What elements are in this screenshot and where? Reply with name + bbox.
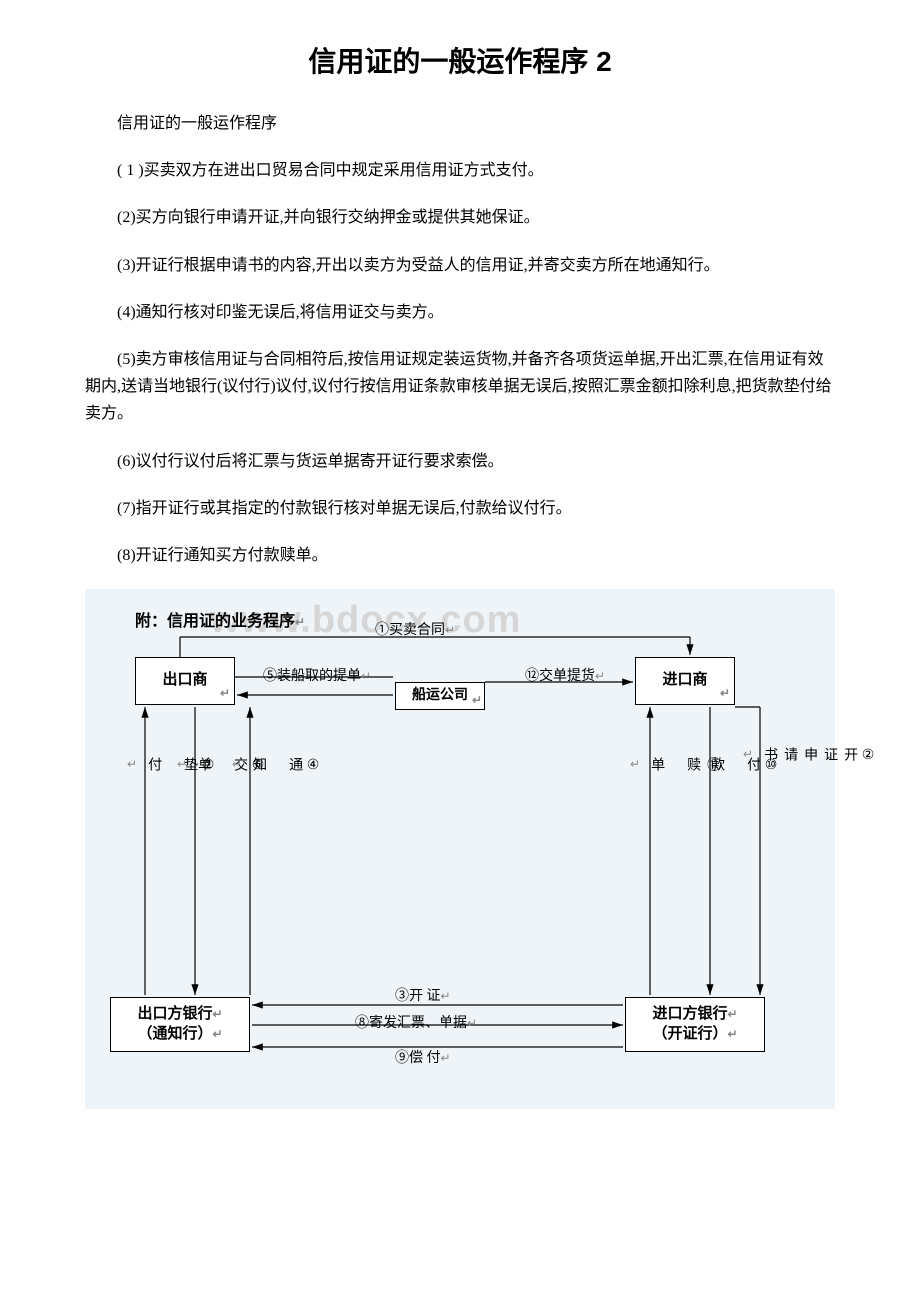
paragraph-2: (2)买方向银行申请开证,并向银行交纳押金或提供其她保证。 xyxy=(85,204,835,231)
node-exporter-label: 出口商 xyxy=(162,671,207,691)
paragraph-3: (3)开证行根据申请书的内容,开出以卖方为受益人的信用证,并寄交卖方所在地通知行… xyxy=(85,252,835,279)
node-shipping-label: 船运公司 xyxy=(412,687,468,705)
node-importer: 进口商↵ xyxy=(635,657,735,705)
node-shipping: 船运公司↵ xyxy=(395,682,485,710)
intro-text: 信用证的一般运作程序 xyxy=(85,110,835,137)
edge-label-4: ④通知↵ xyxy=(232,757,320,779)
page-title: 信用证的一般运作程序 2 xyxy=(85,40,835,80)
edge-label-12: ⑫交单提货↵ xyxy=(525,665,605,685)
flowchart-diagram: www.bdocx.com 附：信用证的业务程序↵ 出口商↵ 进口商↵ 船运公司… xyxy=(85,589,835,1109)
edge-label-3: ③开 证↵ xyxy=(395,985,451,1005)
paragraph-4: (4)通知行核对印鉴无误后,将信用证交与卖方。 xyxy=(85,299,835,326)
node-importer-label: 进口商 xyxy=(662,671,707,691)
paragraph-6: (6)议付行议付后将汇票与货运单据寄开证行要求索偿。 xyxy=(85,448,835,475)
paragraph-5: (5)卖方审核信用证与合同相符后,按信用证规定装运货物,并备齐各项货运单据,开出… xyxy=(85,346,835,428)
node-importer-bank: 进口方银行↵（开证行）↵ xyxy=(625,997,765,1052)
paragraph-1: ( 1 )买卖双方在进出口贸易合同中规定采用信用证方式支付。 xyxy=(85,157,835,184)
node-exporter-bank-label: 出口方银行↵（通知行）↵ xyxy=(137,1005,222,1044)
paragraph-7: (7)指开证行或其指定的付款银行核对单据无误后,付款给议付行。 xyxy=(85,495,835,522)
node-exporter: 出口商↵ xyxy=(135,657,235,705)
edge-label-2: ②开证申请书↵ xyxy=(743,747,875,769)
edge-label-8: ⑧寄发汇票、单据↵ xyxy=(355,1012,477,1032)
node-exporter-bank: 出口方银行↵（通知行）↵ xyxy=(110,997,250,1052)
paragraph-8: (8)开证行通知买方付款赎单。 xyxy=(85,542,835,569)
edge-label-5: ⑤装船取的提单↵ xyxy=(263,665,371,685)
edge-label-1: ①买卖合同↵ xyxy=(375,619,455,639)
edge-label-9: ⑨偿 付↵ xyxy=(395,1047,451,1067)
node-importer-bank-label: 进口方银行↵（开证行）↵ xyxy=(652,1005,737,1044)
